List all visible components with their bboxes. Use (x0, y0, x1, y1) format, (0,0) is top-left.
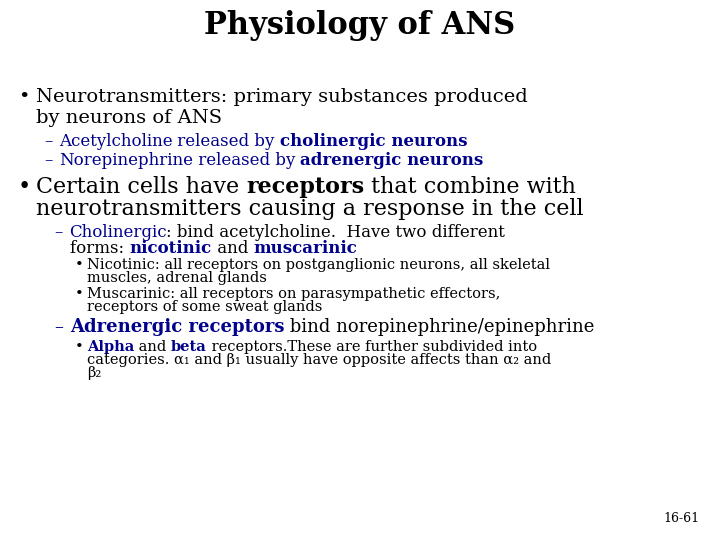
Text: •: • (18, 176, 31, 198)
Text: and: and (212, 240, 253, 257)
Text: –: – (55, 318, 70, 336)
Text: receptors of some sweat glands: receptors of some sweat glands (87, 300, 323, 314)
Text: by neurons of ANS: by neurons of ANS (36, 109, 222, 127)
Text: beta: beta (171, 340, 207, 354)
Text: receptors: receptors (246, 176, 364, 198)
Text: Muscarinic: all receptors on parasympathetic effectors,: Muscarinic: all receptors on parasympath… (87, 287, 500, 301)
Text: •: • (18, 88, 30, 106)
Text: categories. α₁ and β₁ usually have opposite affects than α₂ and: categories. α₁ and β₁ usually have oppos… (87, 353, 552, 367)
Text: neurotransmitters causing a response in the cell: neurotransmitters causing a response in … (36, 198, 584, 220)
Text: : bind acetylcholine.  Have two different: : bind acetylcholine. Have two different (166, 224, 505, 241)
Text: receptors.These are further subdivided into: receptors.These are further subdivided i… (207, 340, 537, 354)
Text: forms:: forms: (70, 240, 130, 257)
Text: Alpha: Alpha (87, 340, 134, 354)
Text: Norepinephrine: Norepinephrine (58, 152, 193, 169)
Text: 16-61: 16-61 (664, 512, 700, 525)
Text: •: • (75, 340, 84, 354)
Text: Certain cells have: Certain cells have (36, 176, 246, 198)
Text: bind norepinephrine/epinephrine: bind norepinephrine/epinephrine (284, 318, 595, 336)
Text: •: • (75, 287, 84, 301)
Text: –: – (45, 133, 58, 150)
Text: •: • (75, 258, 84, 272)
Text: Physiology of ANS: Physiology of ANS (204, 10, 516, 41)
Text: –: – (45, 152, 58, 169)
Text: adrenergic neurons: adrenergic neurons (300, 152, 484, 169)
Text: released by: released by (172, 133, 280, 150)
Text: released by: released by (193, 152, 300, 169)
Text: muscarinic: muscarinic (253, 240, 357, 257)
Text: that combine with: that combine with (364, 176, 576, 198)
Text: Adrenergic receptors: Adrenergic receptors (70, 318, 284, 336)
Text: cholinergic neurons: cholinergic neurons (280, 133, 467, 150)
Text: and: and (134, 340, 171, 354)
Text: Cholinergic: Cholinergic (68, 224, 166, 241)
Text: nicotinic: nicotinic (130, 240, 212, 257)
Text: Neurotransmitters: primary substances produced: Neurotransmitters: primary substances pr… (36, 88, 528, 106)
Text: β₂: β₂ (87, 366, 102, 380)
Text: –: – (55, 224, 68, 241)
Text: muscles, adrenal glands: muscles, adrenal glands (87, 271, 267, 285)
Text: Acetylcholine: Acetylcholine (58, 133, 172, 150)
Text: Nicotinic: all receptors on postganglionic neurons, all skeletal: Nicotinic: all receptors on postganglion… (87, 258, 550, 272)
